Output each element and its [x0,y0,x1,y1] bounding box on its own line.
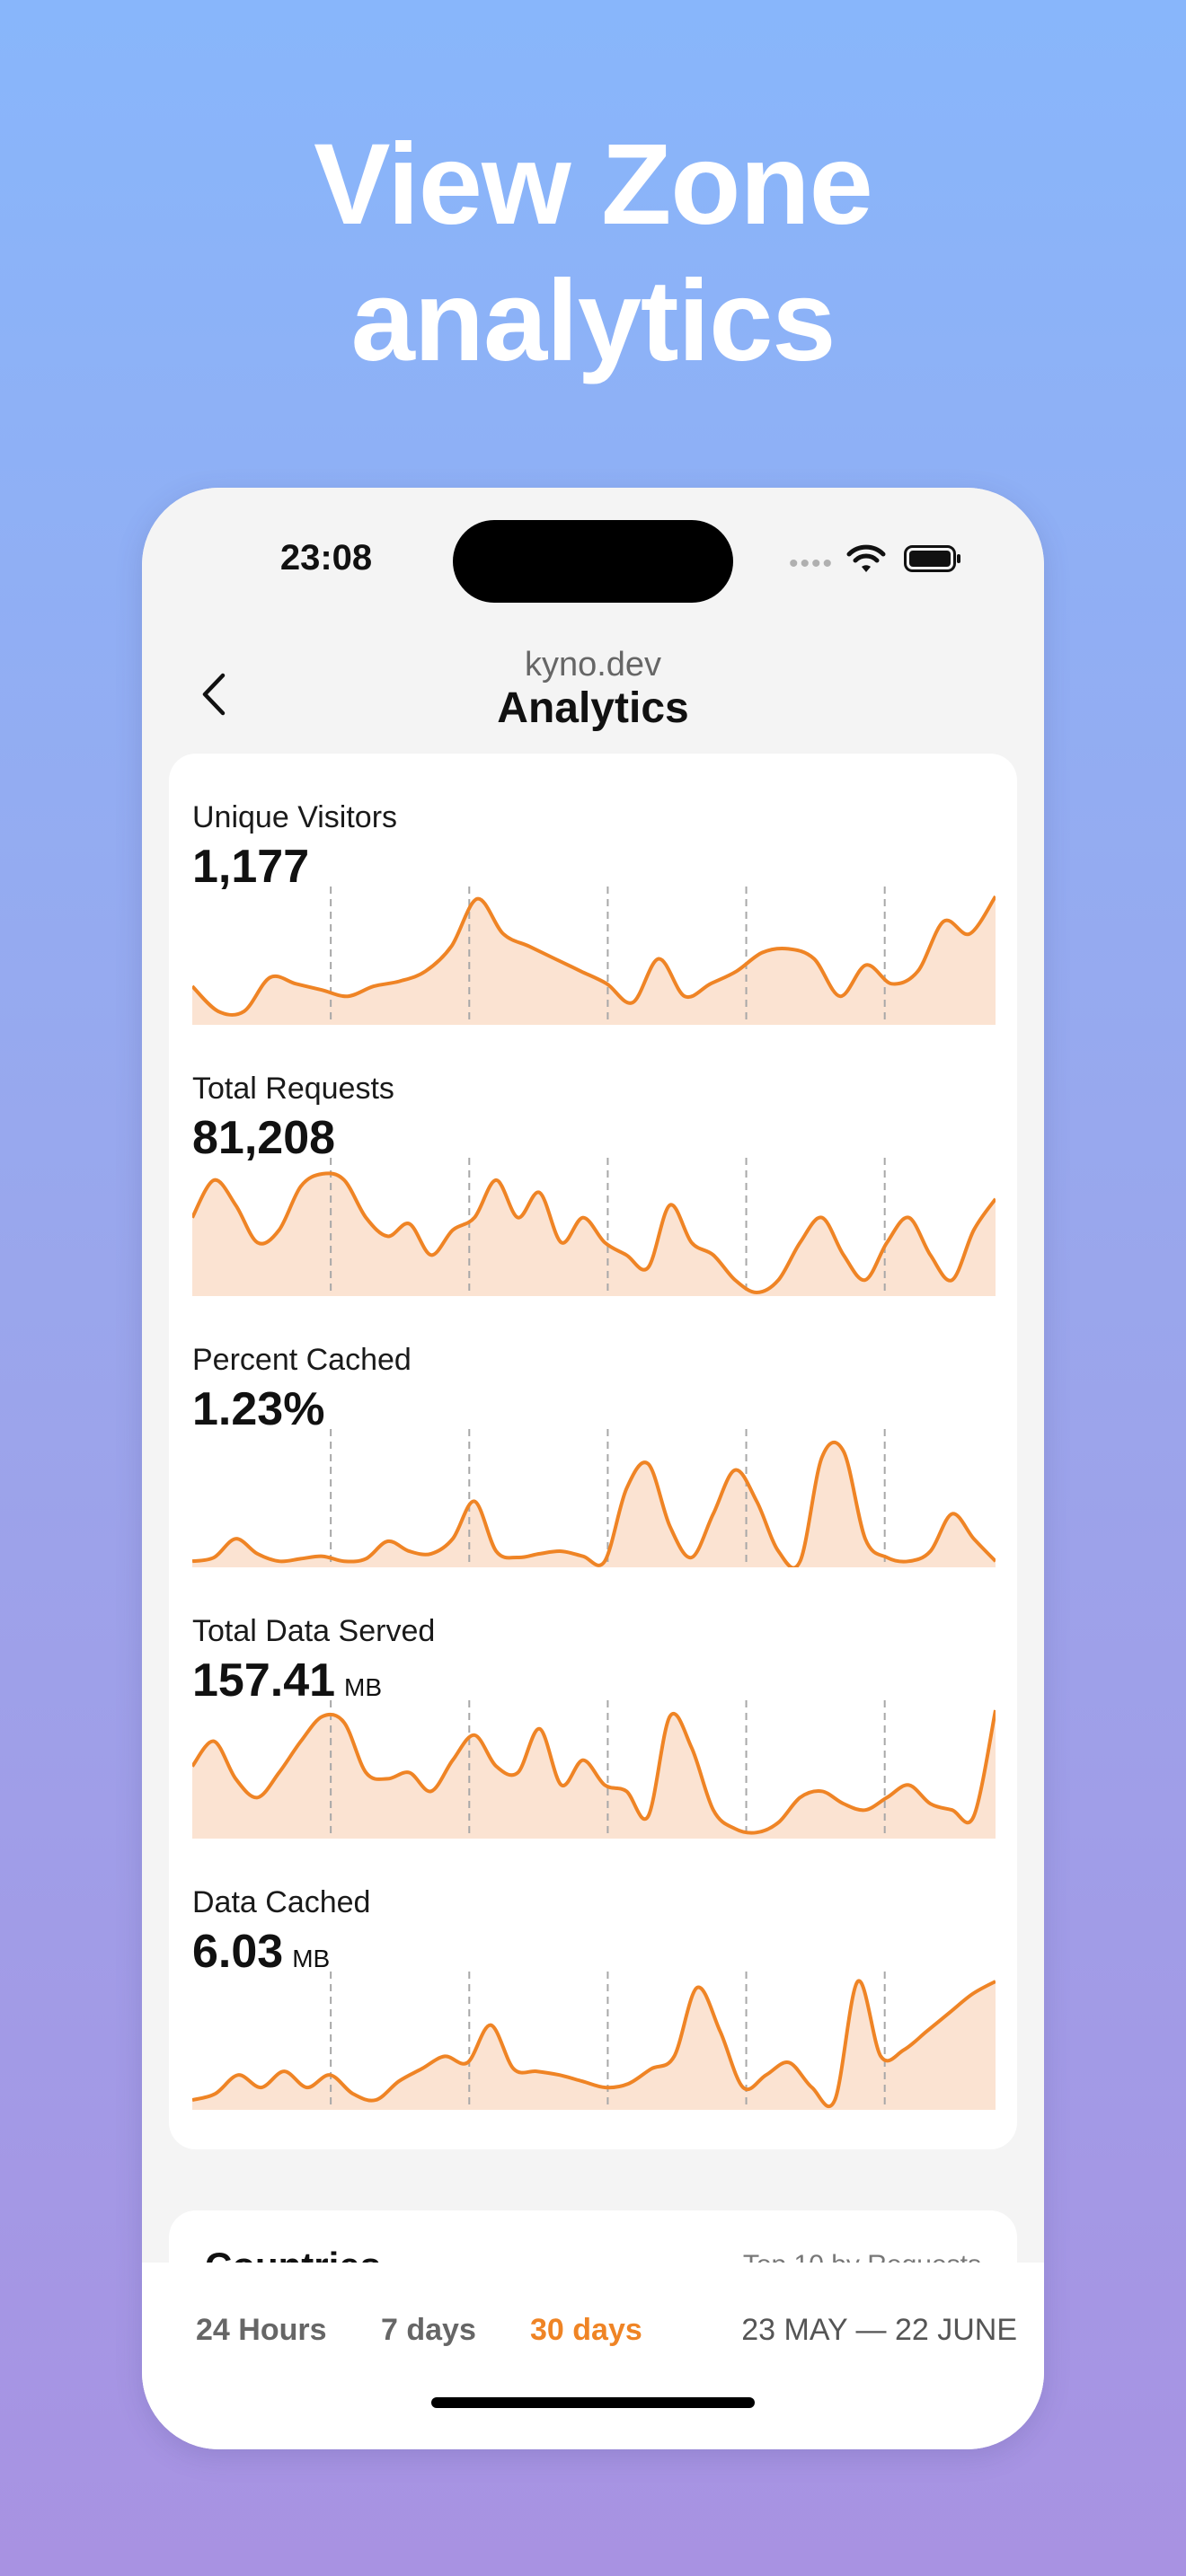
sparkline-area [192,1981,996,2110]
metric-unit: MB [344,1673,383,1701]
phone-frame: 23:08 •••• kyno.dev Analytics Unique Vis… [142,488,1044,2449]
sparkline-line [192,1441,996,1567]
wifi-icon [846,544,886,572]
metric-unit: MB [292,1945,331,1972]
sparkline-chart [192,1700,996,1839]
metric-data-cached[interactable]: Data Cached 6.03 MB [169,1839,1017,2110]
metric-number: 1,177 [192,841,310,893]
metric-value: 1,177 [192,840,318,894]
headline-line1: View Zone [314,120,873,249]
metric-label: Data Cached [192,1885,371,1919]
metric-value: 81,208 [192,1111,344,1165]
date-range: 23 MAY — 22 JUNE [741,2313,1017,2347]
sparkline-area [192,1442,996,1567]
nav-title: Analytics [497,684,689,732]
sparkline-area [192,1173,996,1296]
sparkline-line [192,1709,996,1835]
sparkline-area [192,896,996,1025]
signal-dots-icon: •••• [789,549,835,578]
metric-unique-visitors[interactable]: Unique Visitors 1,177 [169,754,1017,1025]
metric-total-data-served[interactable]: Total Data Served 157.41 MB [169,1567,1017,1839]
nav-subtitle: kyno.dev [524,646,662,684]
metric-label: Total Requests [192,1072,394,1106]
metric-percent-cached[interactable]: Percent Cached 1.23% [169,1296,1017,1567]
metric-label: Total Data Served [192,1614,436,1648]
tab-7-days[interactable]: 7 days [381,2313,476,2347]
status-time: 23:08 [279,538,373,578]
sparkline-chart [192,887,996,1025]
metric-value: 6.03 MB [192,1925,330,1979]
metrics-card: Unique Visitors 1,177 Total Requests 81,… [169,754,1017,2149]
sparkline-chart [192,1429,996,1567]
back-button[interactable] [187,658,241,730]
metric-value: 157.41 MB [192,1654,382,1707]
metric-label: Unique Visitors [192,800,398,834]
range-tab-bar: 24 Hours 7 days 30 days 23 MAY — 22 JUNE [142,2263,1044,2449]
metric-number: 6.03 [192,1926,284,1978]
chevron-left-icon [202,673,226,716]
battery-icon [904,545,960,572]
metric-total-requests[interactable]: Total Requests 81,208 [169,1025,1017,1296]
sparkline-chart [192,1158,996,1296]
sparkline-chart [192,1972,996,2110]
home-indicator [431,2397,755,2408]
sparkline-line [192,1171,996,1294]
sparkline-line [192,1979,996,2109]
dynamic-island [453,520,733,603]
metric-number: 81,208 [192,1112,336,1164]
sparkline-area [192,1710,996,1839]
sparkline-line [192,895,996,1017]
tab-24-hours[interactable]: 24 Hours [196,2313,327,2347]
tab-30-days[interactable]: 30 days [530,2313,642,2347]
headline-line2: analytics [350,257,836,385]
metric-number: 157.41 [192,1654,336,1707]
metric-label: Percent Cached [192,1343,412,1377]
metric-number: 1.23% [192,1383,325,1435]
metric-value: 1.23% [192,1382,333,1436]
headline: View Zone analytics [0,117,1186,390]
